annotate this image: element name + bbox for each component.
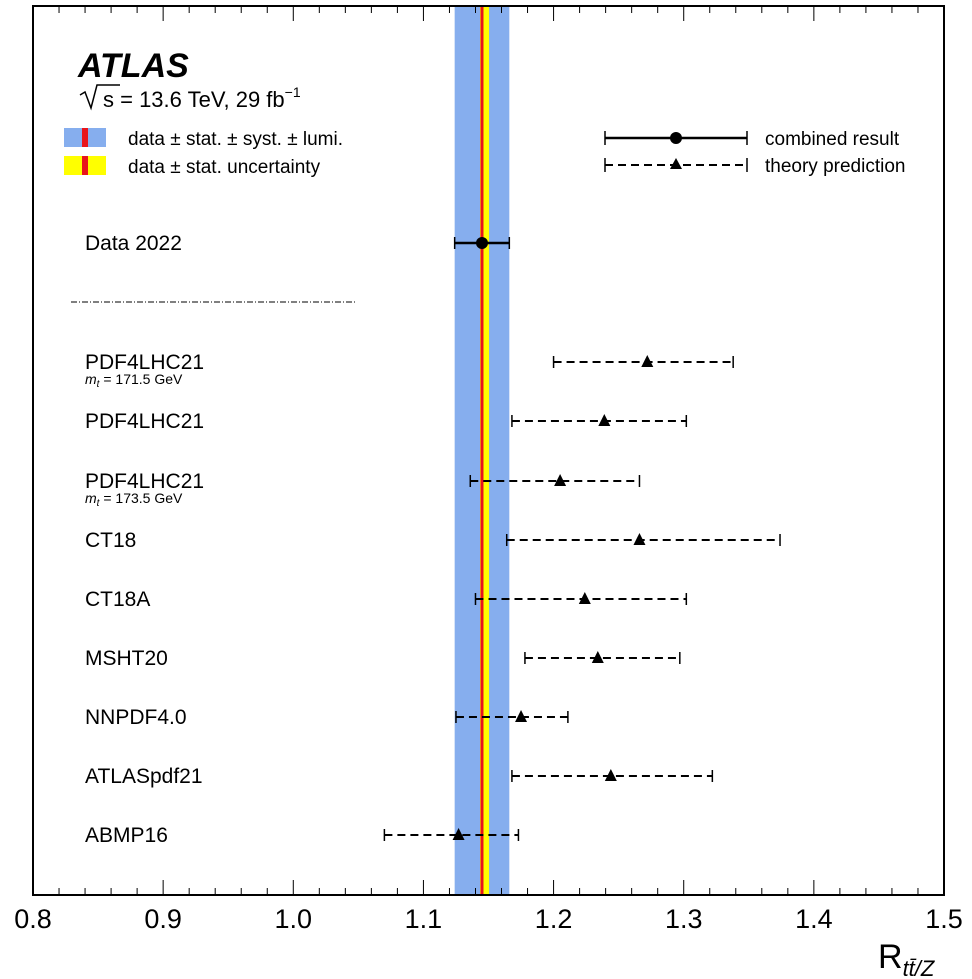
x-tick-label: 1.1 bbox=[405, 904, 443, 934]
prediction-label: ABMP16 bbox=[85, 824, 168, 847]
x-axis-label: Rtt̄/Z bbox=[878, 938, 936, 979]
prediction-marker bbox=[515, 710, 528, 722]
x-tick-label: 1.5 bbox=[925, 904, 963, 934]
data-point-label: Data 2022 bbox=[85, 232, 182, 255]
legend-total-swatch-center bbox=[82, 128, 88, 147]
prediction-label: CT18A bbox=[85, 588, 150, 611]
prediction-marker bbox=[554, 474, 567, 486]
legend: data ± stat. ± syst. ± lumi. data ± stat… bbox=[64, 128, 905, 178]
prediction-label: NNPDF4.0 bbox=[85, 706, 187, 729]
energy-exponent: −1 bbox=[285, 84, 301, 100]
x-axis-label-subscript: tt̄/Z bbox=[903, 956, 936, 979]
uncertainty-band bbox=[454, 6, 510, 895]
prediction-marker bbox=[598, 414, 611, 426]
prediction-sublabel: mt = 171.5 GeV bbox=[85, 371, 183, 390]
legend-combined-marker bbox=[604, 131, 748, 145]
x-tick-label: 1.4 bbox=[795, 904, 833, 934]
experiment-label: ATLAS bbox=[77, 47, 189, 85]
prediction-marker bbox=[591, 651, 604, 663]
legend-stat-label: data ± stat. uncertainty bbox=[128, 157, 321, 178]
x-axis: 0.8 0.9 1.0 1.1 1.2 1.3 1.4 1.5 bbox=[14, 6, 963, 934]
energy-label: s = 13.6 TeV, 29 fb−1 bbox=[79, 84, 301, 112]
prediction-marker bbox=[452, 828, 465, 840]
prediction-marker bbox=[578, 592, 591, 604]
sqrt-symbol bbox=[79, 84, 120, 111]
prediction-sublabel: mt = 173.5 GeV bbox=[85, 490, 183, 509]
svg-text:s = 13.6 TeV, 29 fb−1: s = 13.6 TeV, 29 fb−1 bbox=[103, 84, 301, 112]
prediction-marker bbox=[641, 355, 654, 367]
prediction-label: PDF4LHC21 bbox=[85, 410, 204, 433]
energy-text: s = 13.6 TeV, 29 fb bbox=[103, 87, 285, 112]
x-tick-label: 1.3 bbox=[665, 904, 703, 934]
plot-frame bbox=[32, 5, 945, 896]
x-tick-label: 1.2 bbox=[535, 904, 573, 934]
prediction-marker bbox=[633, 533, 646, 545]
band-central bbox=[480, 6, 484, 895]
prediction-label: ATLASpdf21 bbox=[85, 765, 203, 788]
prediction-label: PDF4LHC21 bbox=[85, 351, 204, 374]
prediction-label: CT18 bbox=[85, 529, 136, 552]
prediction-label: MSHT20 bbox=[85, 647, 168, 670]
data-point-marker bbox=[475, 237, 488, 249]
prediction-label: PDF4LHC21 bbox=[85, 470, 204, 493]
prediction-marker bbox=[604, 769, 617, 781]
x-tick-label: 0.9 bbox=[144, 904, 182, 934]
band-stat bbox=[480, 6, 490, 895]
legend-combined-label: combined result bbox=[765, 129, 900, 150]
legend-theory-marker bbox=[604, 158, 748, 172]
legend-theory-label: theory prediction bbox=[765, 156, 905, 177]
x-tick-label: 1.0 bbox=[275, 904, 313, 934]
legend-stat-swatch-center bbox=[82, 156, 88, 175]
legend-total-label: data ± stat. ± syst. ± lumi. bbox=[128, 129, 343, 150]
x-axis-label-main: R bbox=[878, 938, 903, 976]
x-tick-label: 0.8 bbox=[14, 904, 52, 934]
